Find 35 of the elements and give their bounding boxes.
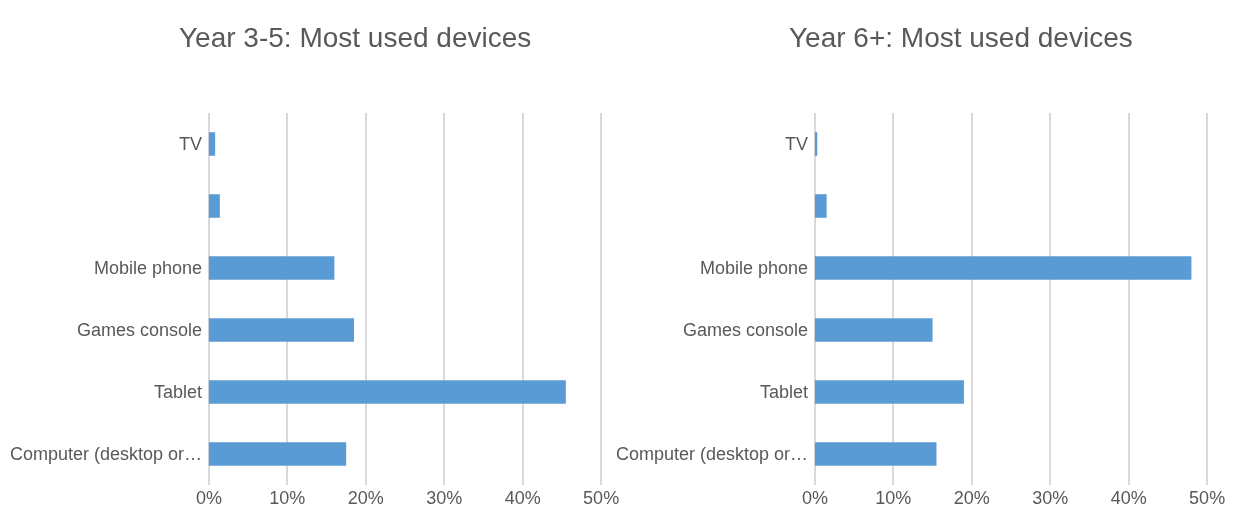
y-tick-label: Computer (desktop or… — [615, 444, 808, 465]
x-tick-label: 20% — [953, 488, 990, 508]
bar — [814, 256, 1192, 280]
x-tick-label: 30% — [1032, 488, 1069, 508]
y-tick-label: TV — [178, 134, 202, 155]
bar — [814, 194, 827, 218]
x-tick-label: 50% — [583, 488, 620, 508]
x-tick-label: 40% — [504, 488, 541, 508]
y-tick-label: Tablet — [153, 382, 202, 403]
bar — [814, 318, 933, 342]
bar — [208, 194, 220, 218]
y-tick-label: Games console — [682, 320, 808, 341]
x-tick-label: 10% — [875, 488, 912, 508]
y-tick-label: TV — [784, 134, 808, 155]
bar — [208, 132, 216, 156]
x-tick-label: 0% — [195, 488, 222, 508]
y-tick-label: Computer (desktop or… — [9, 444, 202, 465]
bar — [814, 442, 937, 466]
chart-title: Year 6+: Most used devices — [789, 22, 1133, 53]
bar — [208, 380, 566, 404]
chart-title: Year 3-5: Most used devices — [179, 22, 532, 53]
x-tick-label: 40% — [1110, 488, 1147, 508]
bar — [814, 380, 964, 404]
bar — [208, 256, 335, 280]
bar — [208, 442, 347, 466]
y-tick-label: Games console — [76, 320, 202, 341]
x-tick-label: 30% — [426, 488, 463, 508]
x-tick-label: 50% — [1189, 488, 1226, 508]
x-tick-label: 0% — [801, 488, 828, 508]
y-tick-label: Mobile phone — [93, 258, 202, 279]
y-tick-label: Mobile phone — [699, 258, 808, 279]
x-tick-label: 10% — [269, 488, 306, 508]
x-tick-label: 20% — [347, 488, 384, 508]
y-tick-label: Tablet — [759, 382, 808, 403]
bar — [208, 318, 355, 342]
